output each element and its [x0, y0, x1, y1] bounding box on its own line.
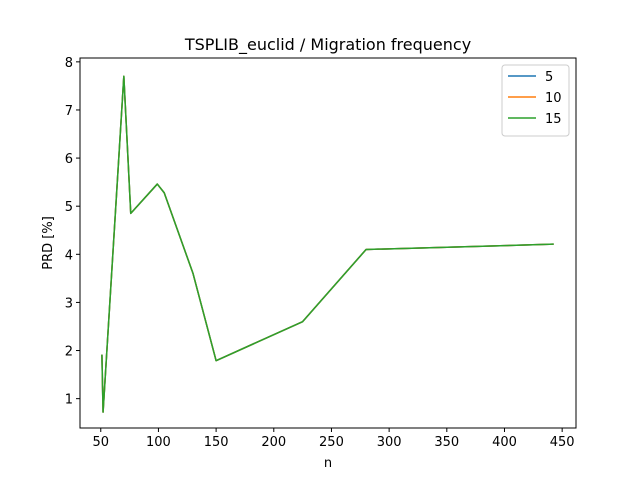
y-tick-label: 8	[65, 56, 73, 71]
x-axis-ticks: 50 100 150 200 250 300 350 400 450	[92, 428, 575, 450]
x-tick-label: 400	[492, 435, 517, 450]
y-axis-label: PRD [%]	[41, 216, 56, 270]
x-tick-label: 350	[434, 435, 459, 450]
x-tick-label: 50	[92, 435, 109, 450]
y-axis-ticks: 1 2 3 4 5 6 7 8	[65, 56, 80, 408]
x-axis-label: n	[324, 456, 332, 471]
series-line-5	[101, 75, 554, 413]
x-tick-label: 100	[146, 435, 171, 450]
x-tick-label: 150	[204, 435, 229, 450]
series-line-10	[101, 75, 554, 413]
x-tick-label: 250	[319, 435, 344, 450]
y-tick-label: 1	[65, 393, 73, 408]
plot-frame	[79, 57, 577, 429]
y-tick-label: 3	[65, 296, 73, 311]
legend: 5 10 15	[501, 64, 570, 137]
y-tick-label: 6	[65, 152, 73, 167]
legend-label: 5	[545, 70, 553, 85]
chart-title: TSPLIB_euclid / Migration frequency	[184, 35, 471, 55]
plot-lines	[101, 75, 554, 413]
x-tick-label: 300	[377, 435, 402, 450]
y-tick-label: 4	[65, 248, 73, 263]
x-tick-label: 450	[550, 435, 575, 450]
y-tick-label: 5	[65, 200, 73, 215]
series-line-15	[101, 75, 554, 413]
x-tick-label: 200	[261, 435, 286, 450]
legend-label: 15	[545, 112, 562, 127]
y-tick-label: 7	[65, 104, 73, 119]
legend-label: 10	[545, 91, 562, 106]
y-tick-label: 2	[65, 345, 73, 360]
